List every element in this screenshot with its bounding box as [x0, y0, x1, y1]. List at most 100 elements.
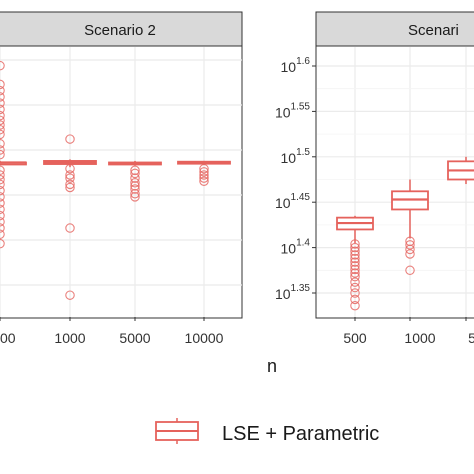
- x-tick-labels: 00 1000 5000 10000: [0, 317, 224, 346]
- box-500: [0, 60, 27, 249]
- outlier-point: [0, 165, 5, 176]
- outlier-point: [0, 210, 5, 221]
- legend-label: LSE + Parametric: [222, 423, 379, 445]
- outlier-point: [130, 173, 140, 183]
- outlier-point: [350, 277, 360, 287]
- outlier-point: [0, 115, 5, 126]
- box-5000: [108, 160, 162, 202]
- box-marks: [0, 60, 231, 300]
- x-tick-label: 1000: [54, 330, 85, 346]
- outlier-point: [0, 92, 5, 102]
- outlier-point: [0, 145, 5, 155]
- y-tick-label: 101.4: [281, 238, 311, 257]
- outlier-point: [405, 240, 415, 250]
- outlier-point: [65, 170, 75, 180]
- outlier-point: [0, 217, 5, 227]
- box-500: [336, 215, 374, 311]
- panel-scenario-3: Scenari 101.35101.4101.45101.5101.55101.…: [275, 11, 474, 346]
- strip-background: [0, 11, 243, 47]
- outlier-point: [0, 238, 5, 249]
- outlier-point: [199, 163, 209, 174]
- outlier-point: [130, 168, 140, 179]
- outlier-point: [350, 261, 360, 271]
- outlier-point: [0, 179, 5, 190]
- outlier-point: [350, 250, 360, 260]
- outlier-point: [405, 265, 415, 276]
- outlier-point: [130, 192, 140, 202]
- outlier-point: [65, 223, 75, 233]
- outlier-point: [350, 294, 360, 305]
- outlier-point: [0, 129, 5, 140]
- box-marks: [336, 156, 474, 311]
- x-axis-title: n: [267, 356, 277, 376]
- outlier-point: [350, 271, 360, 282]
- outlier-point: [350, 257, 360, 267]
- panel-border: [0, 45, 243, 319]
- y-tick-label: 101.5: [281, 147, 311, 166]
- x-tick-label: 1000: [404, 330, 435, 346]
- outlier-point: [0, 79, 5, 90]
- outlier-point: [65, 290, 75, 300]
- outlier-point: [0, 192, 5, 202]
- x-tick-label: 10000: [185, 330, 224, 346]
- outlier-point: [350, 242, 360, 253]
- outlier-point: [0, 170, 5, 180]
- outlier-point: [350, 264, 360, 275]
- outlier-point: [0, 124, 5, 135]
- outlier-point: [199, 167, 209, 177]
- outlier-point: [350, 246, 360, 256]
- outlier-point: [0, 204, 5, 215]
- outlier-point: [130, 178, 140, 188]
- strip-label: Scenari: [408, 22, 459, 39]
- panel-border: [315, 45, 474, 319]
- outlier-point: [350, 300, 360, 311]
- outlier-point: [65, 179, 75, 190]
- outlier-point: [65, 163, 75, 174]
- outlier-point: [65, 134, 75, 144]
- y-tick-label: 101.45: [275, 192, 310, 211]
- outlier-point: [0, 85, 5, 96]
- y-tick-label: 101.6: [281, 56, 311, 75]
- legend-key: [155, 418, 199, 444]
- outlier-point: [405, 249, 415, 259]
- outlier-point: [350, 253, 360, 264]
- outlier-point: [0, 60, 5, 71]
- x-tick-label: 00: [0, 330, 16, 346]
- outlier-point: [199, 176, 209, 186]
- outlier-point: [130, 184, 140, 194]
- outlier-point: [0, 229, 5, 240]
- outlier-point: [0, 120, 5, 130]
- box-5: [447, 156, 474, 185]
- outlier-point: [0, 149, 5, 160]
- outlier-point: [405, 244, 415, 255]
- outlier-point: [130, 188, 140, 199]
- outlier-point: [0, 138, 5, 149]
- outlier-point: [350, 288, 360, 298]
- outlier-point: [350, 282, 360, 293]
- outlier-point: [0, 98, 5, 108]
- strip-background: [315, 11, 474, 47]
- x-tick-label: 500: [343, 330, 367, 346]
- strip-label: Scenario 2: [84, 22, 156, 39]
- outlier-point: [0, 110, 5, 121]
- outlier-point: [0, 185, 5, 196]
- box-1000: [391, 179, 429, 276]
- outlier-point: [65, 182, 75, 193]
- outlier-point: [130, 181, 140, 191]
- outlier-point: [0, 174, 5, 185]
- outlier-point: [350, 268, 360, 278]
- panel-scenario-2: Scenario 2 00 1000 5000 10000: [0, 11, 243, 346]
- y-tick-label: 101.35: [275, 283, 310, 302]
- outlier-point: [350, 239, 360, 249]
- gridlines: [317, 47, 474, 317]
- x-tick-label: 5000: [119, 330, 150, 346]
- outlier-point: [130, 165, 140, 176]
- x-tick-labels: 500 1000 5: [343, 317, 474, 346]
- x-tick-label: 5: [468, 330, 474, 346]
- legend: LSE + Parametric: [155, 418, 379, 445]
- box-10000: [177, 160, 231, 186]
- outlier-point: [65, 173, 75, 183]
- outlier-point: [0, 198, 5, 208]
- outlier-point: [199, 173, 209, 183]
